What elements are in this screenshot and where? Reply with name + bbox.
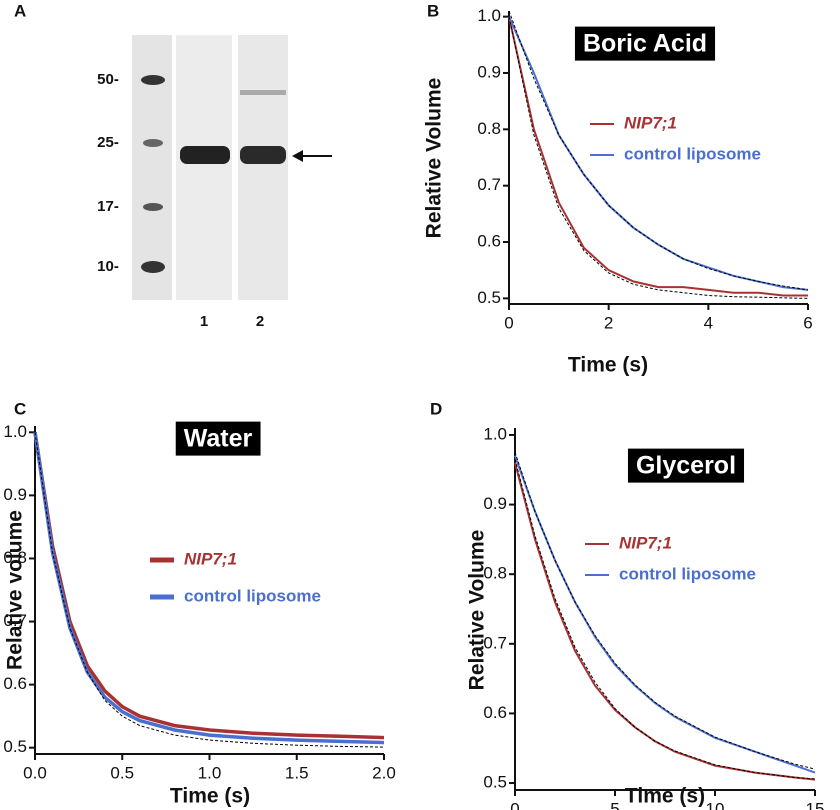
faint-band bbox=[240, 90, 286, 95]
panel-label: C bbox=[14, 399, 26, 418]
y-tick-label: 0.6 bbox=[483, 703, 507, 722]
chart-title: Glycerol bbox=[636, 452, 736, 480]
x-axis-label: Time (s) bbox=[170, 785, 250, 808]
x-tick-label: 1.5 bbox=[285, 763, 309, 782]
fit-line bbox=[514, 459, 816, 780]
marker-label: 50- bbox=[97, 71, 119, 88]
ladder-band bbox=[143, 139, 163, 147]
x-tick-label: 10 bbox=[706, 799, 725, 810]
ladder-band bbox=[141, 75, 165, 85]
x-tick-label: 0 bbox=[510, 799, 519, 810]
y-axis-label: Relative Volume bbox=[466, 530, 489, 691]
gel-panel: A 50- 25- 17- 10- 1 2 bbox=[14, 1, 332, 330]
y-tick-label: 0.8 bbox=[477, 119, 501, 138]
x-tick-label: 4 bbox=[704, 313, 713, 332]
lane-label: 2 bbox=[256, 313, 264, 330]
y-tick-label: 0.7 bbox=[3, 611, 27, 630]
data-line bbox=[33, 432, 385, 740]
chart-title: Water bbox=[184, 425, 253, 453]
gel-lane bbox=[176, 35, 232, 300]
ladder-lane bbox=[132, 35, 172, 300]
y-tick-label: 0.8 bbox=[3, 548, 27, 567]
y-tick-label: 0.8 bbox=[483, 564, 507, 583]
y-tick-label: 0.9 bbox=[477, 62, 501, 81]
x-tick-label: 2 bbox=[604, 313, 613, 332]
x-axis-label: Time (s) bbox=[625, 785, 705, 808]
data-line bbox=[514, 462, 816, 781]
y-tick-label: 0.5 bbox=[483, 773, 507, 792]
marker-label: 10- bbox=[97, 258, 119, 275]
title-box bbox=[574, 26, 716, 61]
arrow-head bbox=[292, 150, 303, 162]
y-tick-label: 0.5 bbox=[477, 288, 501, 307]
y-axis-label: Relative Volume bbox=[423, 78, 446, 239]
protein-band bbox=[180, 146, 230, 164]
x-axis-label: Time (s) bbox=[568, 354, 648, 377]
panel-label: A bbox=[14, 1, 26, 20]
x-tick-label: 6 bbox=[803, 313, 812, 332]
y-tick-label: 0.7 bbox=[483, 633, 507, 652]
y-tick-label: 0.9 bbox=[483, 494, 507, 513]
data-line bbox=[33, 432, 385, 745]
marker-label: 25- bbox=[97, 134, 119, 151]
y-tick-label: 1.0 bbox=[3, 422, 27, 441]
y-tick-label: 0.5 bbox=[3, 737, 27, 756]
chart-panel: D 0.5 0.6 0.7 0.8 0.9 1.0 0 5 10 15 Time (s) Relativ… bbox=[430, 399, 824, 810]
x-tick-label: 5 bbox=[610, 799, 619, 810]
x-tick-label: 2.0 bbox=[372, 763, 396, 782]
fit-line bbox=[34, 432, 385, 748]
ladder-band bbox=[143, 203, 163, 211]
x-tick-label: 0.5 bbox=[110, 763, 134, 782]
y-tick-label: 1.0 bbox=[483, 424, 507, 443]
panel-label: B bbox=[427, 1, 439, 20]
title-box bbox=[175, 421, 261, 456]
panel-label: D bbox=[430, 399, 442, 418]
y-tick-label: 1.0 bbox=[477, 6, 501, 25]
legend-label: NIP7;1 bbox=[624, 113, 677, 132]
chart-panel: B 0.5 0.6 0.7 0.8 0.9 1.0 0 2 4 6 Time (s) Relative … bbox=[423, 1, 813, 376]
gel-lane bbox=[238, 35, 288, 300]
y-axis-label: Relative volume bbox=[4, 510, 27, 670]
fit-line bbox=[514, 452, 816, 770]
y-tick-label: 0.7 bbox=[477, 175, 501, 194]
fit-line bbox=[508, 10, 809, 291]
x-tick-label: 0 bbox=[504, 313, 513, 332]
legend-label: control liposome bbox=[184, 586, 321, 605]
x-tick-label: 1.0 bbox=[198, 763, 222, 782]
chart-title: Boric Acid bbox=[583, 30, 707, 58]
legend-label: NIP7;1 bbox=[619, 533, 672, 552]
lane-label: 1 bbox=[200, 313, 208, 330]
legend-label: NIP7;1 bbox=[184, 549, 237, 568]
ladder-band bbox=[141, 261, 165, 273]
x-tick-label: 15 bbox=[806, 799, 825, 810]
data-line bbox=[508, 16, 808, 297]
chart-panel: C 0.5 0.6 0.7 0.8 0.9 1.0 0.0 0.5 1.0 1.5 2.0 Time (… bbox=[3, 399, 395, 807]
marker-label: 17- bbox=[97, 198, 119, 215]
title-box bbox=[627, 448, 745, 483]
x-tick-label: 0.0 bbox=[23, 763, 47, 782]
legend-label: control liposome bbox=[624, 144, 761, 163]
legend-label: control liposome bbox=[619, 564, 756, 583]
y-tick-label: 0.6 bbox=[3, 674, 27, 693]
y-tick-label: 0.9 bbox=[3, 485, 27, 504]
protein-band bbox=[240, 146, 286, 164]
y-tick-label: 0.6 bbox=[477, 232, 501, 251]
